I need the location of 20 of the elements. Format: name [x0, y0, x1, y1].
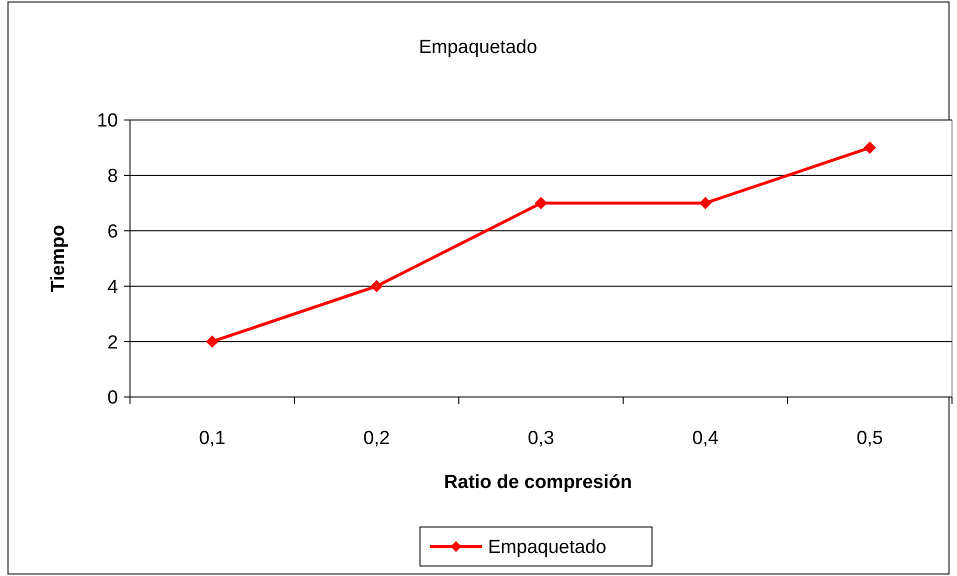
point: [206, 336, 218, 348]
y-tick-label: 6: [107, 221, 118, 242]
point: [535, 197, 547, 210]
y-tick-label: 4: [107, 276, 118, 298]
y-tick-label: 8: [107, 166, 118, 188]
point: [370, 280, 383, 292]
chart-title: Empaquetado: [418, 37, 538, 58]
y-tick-label: 0: [107, 388, 118, 409]
y-tick-label: 2: [107, 332, 118, 354]
point: [699, 197, 712, 210]
x-axis-title: Ratio de compresión: [444, 472, 632, 493]
x-tick-label: 0,3: [528, 428, 554, 449]
point: [864, 142, 876, 154]
x-tick-label: 0,1: [198, 428, 226, 449]
x-tick-label: 0,5: [856, 428, 884, 449]
x-tick-label: 0,2: [363, 428, 390, 449]
x-tick-label: 0,4: [692, 428, 720, 449]
legend-label: Empaquetado: [488, 537, 606, 558]
y-axis-title: Tiempo: [48, 224, 69, 292]
y-tick-label: 10: [96, 110, 118, 132]
